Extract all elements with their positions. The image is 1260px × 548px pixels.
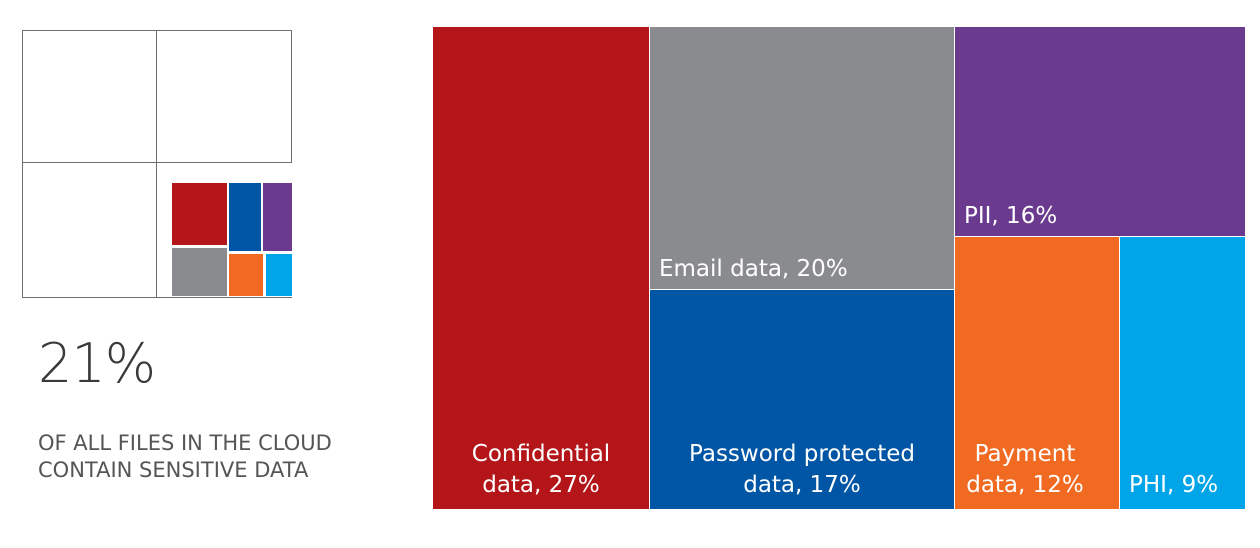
stat-line-2: CONTAIN SENSITIVE DATA: [38, 458, 309, 482]
label-password-line-2: data, 17%: [743, 472, 861, 498]
label-payment-line-2: data, 12%: [966, 472, 1084, 498]
label-confidential: Confidential data, 27%: [433, 439, 649, 501]
tile-phi: PHI, 9%: [1119, 236, 1246, 510]
mini-quadrant-bottom-left: [22, 162, 157, 298]
label-payment: Payment data, 12%: [955, 439, 1095, 501]
label-confidential-line-1: Confidential: [471, 441, 611, 467]
mini-quadrant-bottom-right: [156, 162, 292, 298]
mini-cell-phi: [266, 254, 292, 296]
mini-quadrant-top-left: [22, 30, 157, 163]
mini-treemap-icon: [22, 30, 292, 298]
mini-cell-confidential: [172, 183, 227, 245]
label-confidential-line-2: data, 27%: [482, 472, 600, 498]
mini-cell-email: [172, 248, 227, 296]
label-password-line-1: Password protected: [689, 441, 915, 467]
tile-email: Email data, 20%: [649, 26, 955, 290]
treemap-chart: Confidential data, 27% Email data, 20% P…: [432, 26, 1246, 510]
mini-cell-password: [229, 183, 261, 251]
label-email: Email data, 20%: [659, 256, 848, 282]
label-payment-line-1: Payment: [974, 441, 1076, 467]
stat-value: 21%: [38, 332, 156, 395]
mini-cell-payment: [229, 254, 263, 296]
tile-confidential: Confidential data, 27%: [432, 26, 650, 510]
label-pii: PII, 16%: [964, 203, 1058, 229]
label-phi: PHI, 9%: [1129, 472, 1219, 498]
mini-cell-pii: [263, 183, 292, 251]
mini-quadrant-top-right: [156, 30, 292, 163]
tile-password: Password protected data, 17%: [649, 289, 955, 510]
stat-line-1: OF ALL FILES IN THE CLOUD: [38, 431, 332, 455]
tile-payment: Payment data, 12%: [954, 236, 1120, 510]
tile-pii: PII, 16%: [954, 26, 1246, 237]
stat-description: OF ALL FILES IN THE CLOUD CONTAIN SENSIT…: [38, 430, 398, 484]
label-password: Password protected data, 17%: [650, 439, 954, 501]
